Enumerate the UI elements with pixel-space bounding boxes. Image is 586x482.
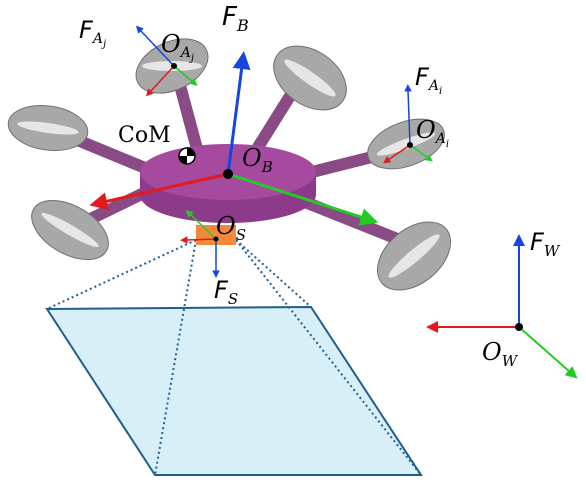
propeller-left [7, 105, 89, 151]
origin-aj-label: OAj [161, 30, 194, 64]
body-z-axis [226, 51, 251, 175]
propeller-rear-right [376, 221, 452, 291]
actuator-frame-ai-axes [383, 84, 433, 164]
body-origin-point [223, 169, 233, 179]
frame-aj-label: FAj [79, 16, 106, 50]
body-y-axis [227, 172, 379, 226]
world-origin-point [515, 323, 523, 331]
fov-projection-lines [46, 239, 422, 476]
com-label: CoM [118, 123, 171, 148]
fov-ground-patch [45, 305, 423, 476]
propellers [7, 38, 452, 291]
center-of-mass-marker [178, 147, 196, 165]
origin-ai-label: OAi [416, 116, 449, 150]
origin-s-label: OS [216, 212, 246, 244]
origin-w-label: OW [482, 338, 519, 370]
sensor-field-of-view [45, 239, 423, 476]
world-y-axis [518, 326, 578, 379]
origin-b-label: OB [242, 144, 273, 176]
sensor-frame-axes [180, 209, 220, 278]
world-frame-axes [426, 234, 578, 379]
body-frame-axes [89, 51, 379, 226]
frame-b-label: FB [222, 2, 249, 35]
body-x-axis [89, 172, 229, 211]
propeller-front-right [273, 45, 347, 111]
actuator-frame-aj-axes [135, 25, 198, 97]
propeller-rear-left [31, 199, 109, 261]
frame-w-label: FW [530, 228, 561, 260]
frame-s-label: FS [214, 276, 238, 308]
frame-ai-label: FAi [415, 63, 442, 97]
